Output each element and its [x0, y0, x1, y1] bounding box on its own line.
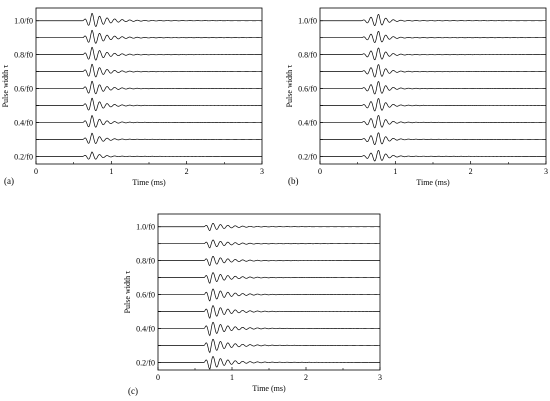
- x-axis-title: Time (ms): [132, 178, 166, 187]
- x-tick-label: 2: [304, 373, 308, 382]
- plot-frame: [319, 7, 547, 165]
- waveform-trace: [158, 239, 380, 249]
- waveform-trace: [158, 255, 380, 267]
- waveform-trace: [36, 63, 262, 78]
- x-tick-label: 1: [393, 167, 397, 176]
- panel-label: (a): [4, 176, 14, 186]
- waveform-trace: [36, 29, 262, 44]
- y-tick-label: 0.8/f0: [136, 257, 155, 266]
- y-axis-title: Pulse width τ: [285, 64, 294, 108]
- plot-frame: [157, 213, 381, 371]
- waveform-trace: [158, 321, 380, 337]
- y-tick-label: 0.8/f0: [298, 51, 317, 60]
- x-tick-label: 3: [544, 167, 548, 176]
- panel-label: (b): [288, 176, 299, 186]
- waveform-trace: [320, 150, 546, 162]
- plot-frame: [35, 7, 263, 165]
- x-tick-label: 0: [318, 167, 322, 176]
- x-tick-label: 2: [185, 167, 189, 176]
- waveform-trace: [320, 98, 546, 112]
- waveform-trace: [36, 132, 262, 144]
- waveform-trace: [158, 338, 381, 354]
- x-tick-label: 1: [230, 373, 234, 382]
- chart-panel-1: 0 1 2 3 Time (ms) Pulse width τ (a) 1.0/f0 0.8/f…: [1, 7, 264, 187]
- y-tick-label: 0.4/f0: [136, 324, 155, 333]
- y-tick-label: 1.0/f0: [14, 17, 33, 26]
- panel-label: (c): [128, 386, 138, 396]
- x-tick-label: 3: [260, 167, 264, 176]
- y-tick-label: 1.0/f0: [136, 223, 155, 232]
- waveform-trace: [36, 97, 262, 112]
- x-tick-label: 3: [378, 373, 382, 382]
- y-tick-label: 0.4/f0: [298, 118, 317, 127]
- y-tick-label: 0.2/f0: [298, 152, 317, 161]
- y-tick-label: 0.6/f0: [298, 85, 317, 94]
- y-tick-label: 0.2/f0: [136, 358, 155, 367]
- x-tick-label: 1: [109, 167, 113, 176]
- x-axis-title: Time (ms): [416, 178, 450, 187]
- waveform-trace: [36, 12, 262, 27]
- y-axis-title: Pulse width τ: [1, 64, 10, 108]
- waveform-trace: [320, 31, 546, 43]
- y-tick-label: 0.8/f0: [14, 51, 33, 60]
- x-tick-label: 0: [156, 373, 160, 382]
- waveform-trace: [158, 305, 380, 319]
- waveform-trace: [36, 46, 262, 61]
- waveform-trace: [320, 81, 546, 95]
- x-tick-label: 2: [469, 167, 473, 176]
- waveform-trace: [320, 115, 547, 129]
- waveform-trace: [320, 14, 547, 26]
- y-tick-label: 0.6/f0: [14, 85, 33, 94]
- x-axis-title: Time (ms): [252, 384, 286, 393]
- chart-panel-3: 0 1 2 3 Time (ms) Pulse width τ (c) 1.0/f0 0.8/f…: [123, 213, 382, 396]
- waveform-trace: [158, 356, 380, 370]
- waveform-trace: [36, 80, 262, 95]
- y-tick-label: 0.2/f0: [14, 152, 33, 161]
- waveform-trace: [320, 64, 547, 78]
- x-tick-label: 0: [34, 167, 38, 176]
- y-tick-label: 1.0/f0: [298, 17, 317, 26]
- y-tick-label: 0.6/f0: [136, 291, 155, 300]
- waveform-trace: [320, 47, 546, 61]
- waveform-trace: [158, 222, 381, 232]
- waveform-trace: [320, 132, 546, 145]
- y-tick-label: 0.4/f0: [14, 118, 33, 127]
- waveform-trace: [36, 115, 262, 128]
- y-axis-title: Pulse width τ: [123, 270, 132, 314]
- chart-panel-2: 0 1 2 3 Time (ms) Pulse width τ (b) 1.0/f0 0.8/f…: [285, 7, 548, 187]
- waveform-trace: [158, 288, 380, 302]
- waveform-trace: [158, 272, 380, 284]
- waveform-trace: [36, 151, 262, 160]
